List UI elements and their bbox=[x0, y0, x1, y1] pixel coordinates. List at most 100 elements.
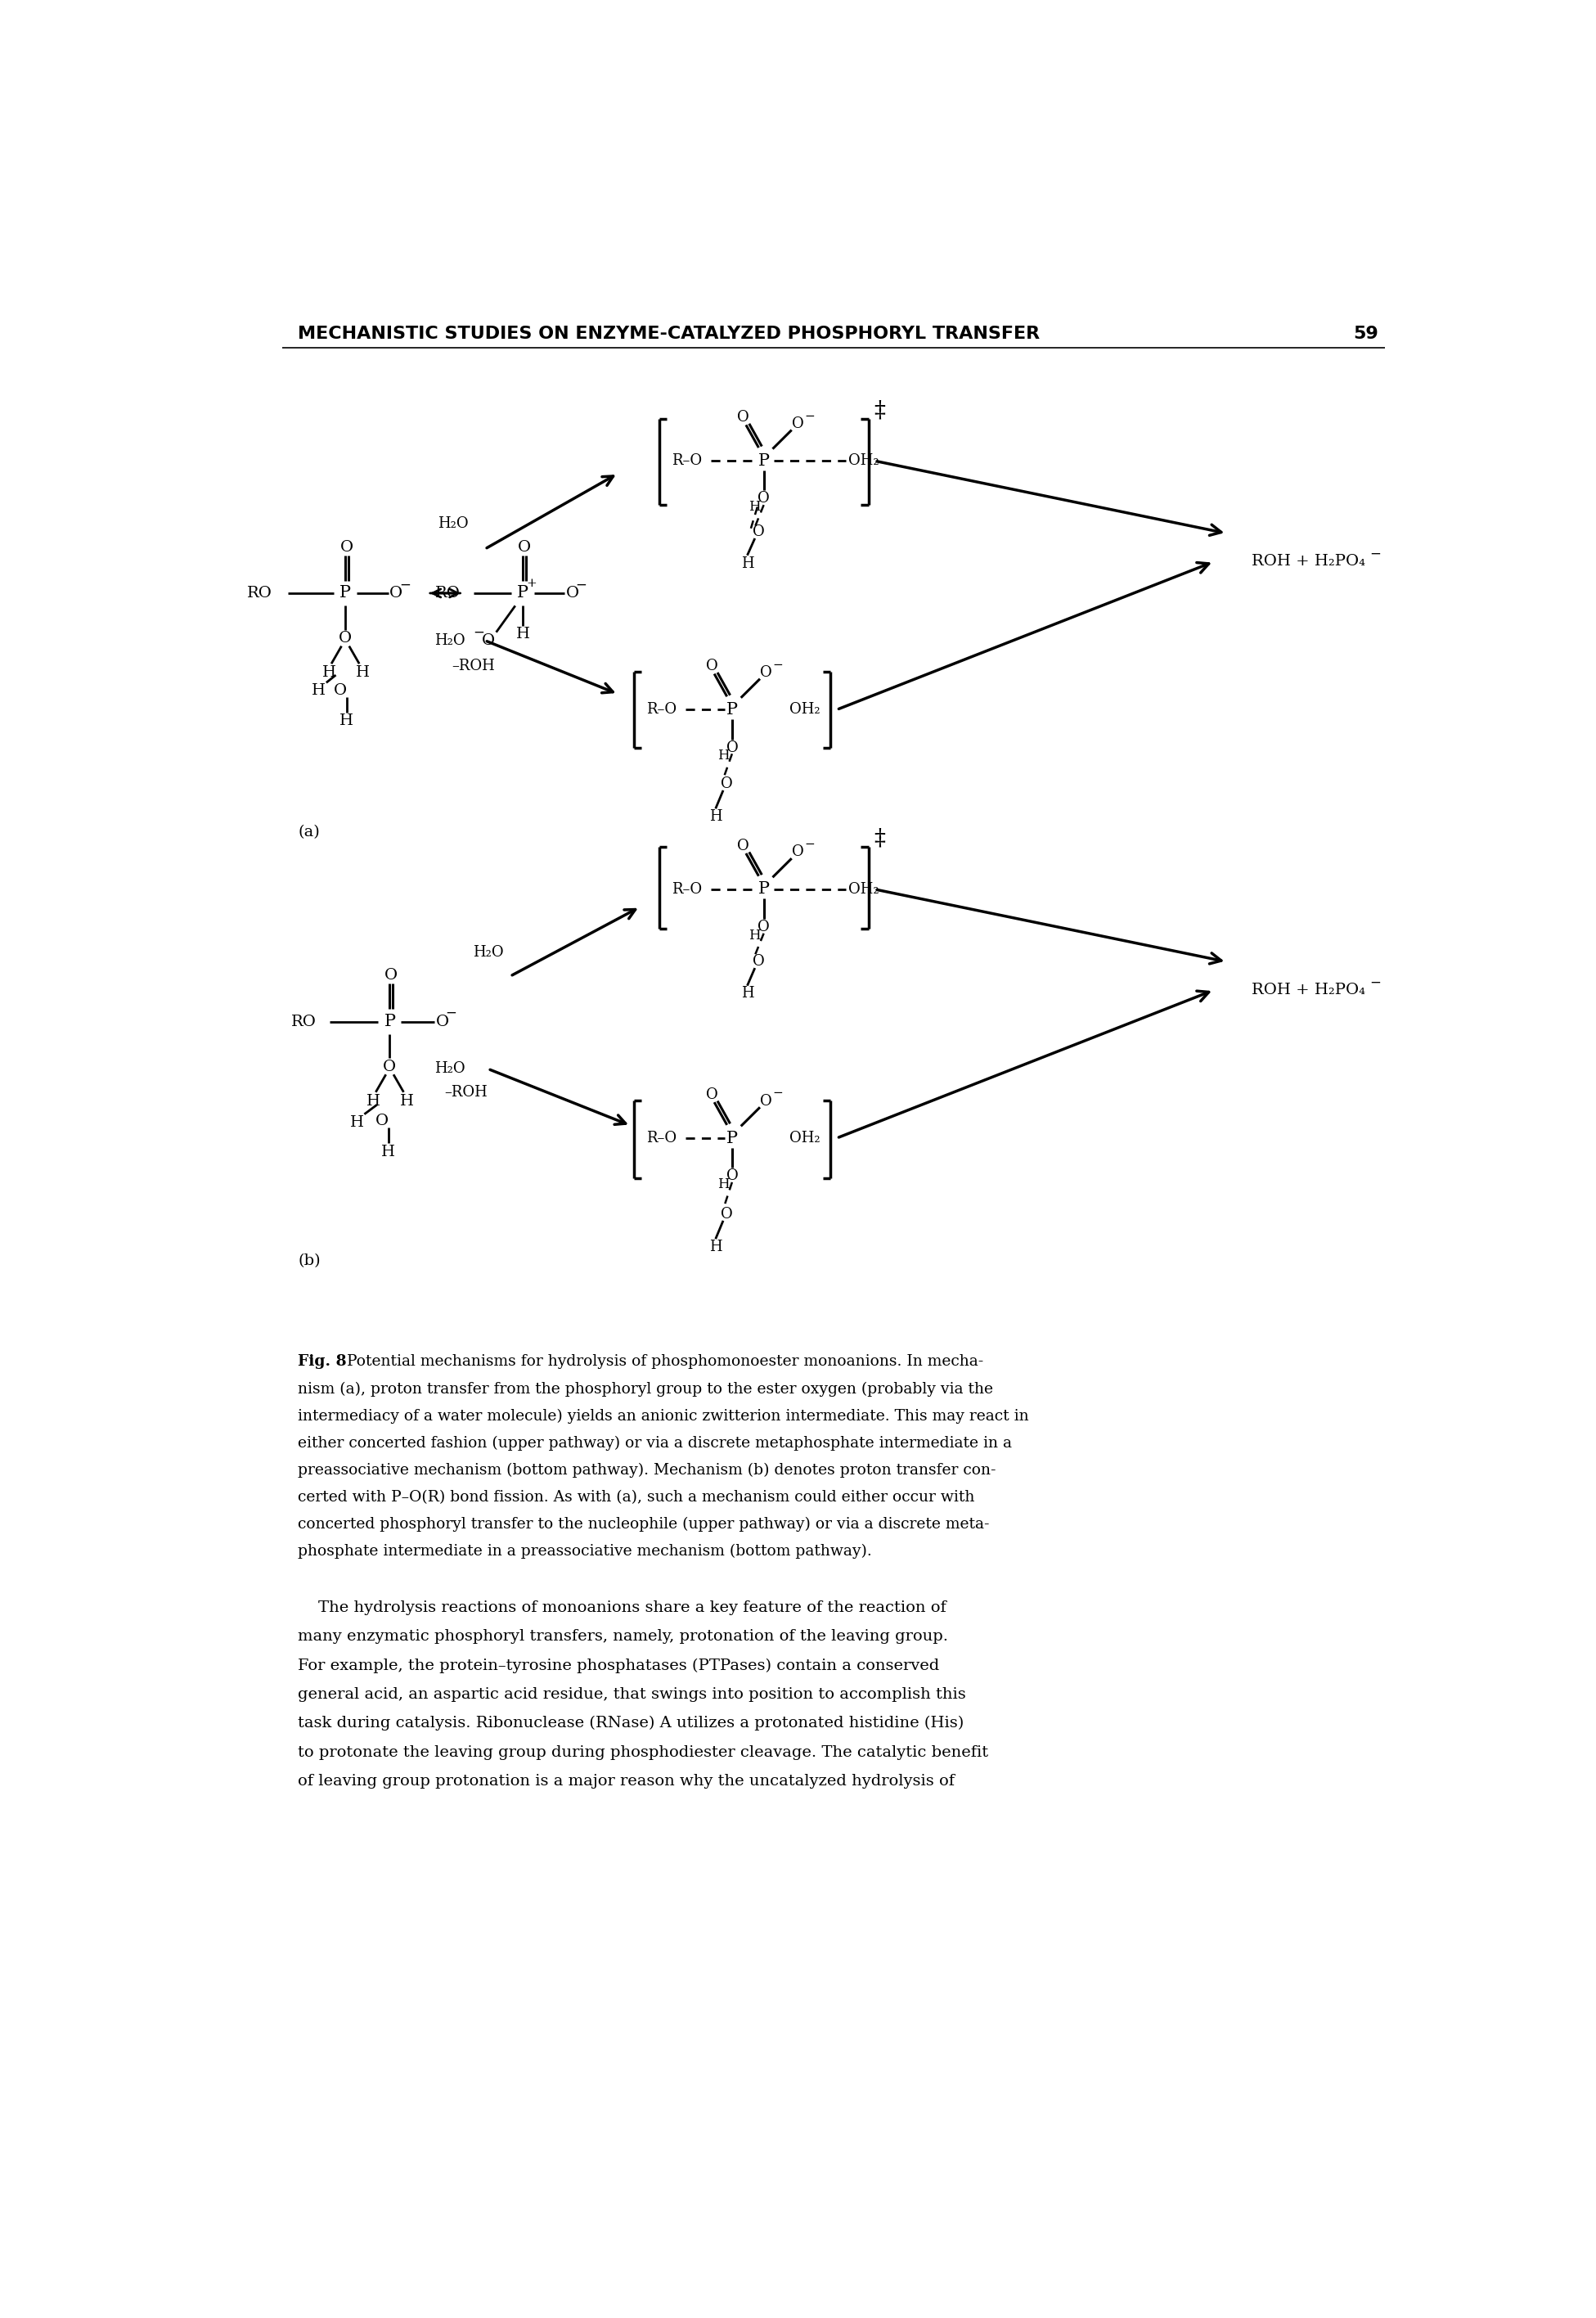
Text: O: O bbox=[753, 955, 764, 969]
Text: O: O bbox=[758, 920, 769, 934]
Text: −: − bbox=[1369, 547, 1381, 561]
Text: P: P bbox=[517, 586, 528, 600]
Text: H: H bbox=[365, 1094, 380, 1108]
Text: intermediacy of a water molecule) yields an anionic zwitterion intermediate. Thi: intermediacy of a water molecule) yields… bbox=[298, 1409, 1029, 1423]
Text: MECHANISTIC STUDIES ON ENZYME-CATALYZED PHOSPHORYL TRANSFER: MECHANISTIC STUDIES ON ENZYME-CATALYZED … bbox=[298, 325, 1041, 341]
Text: either concerted fashion (upper pathway) or via a discrete metaphosphate interme: either concerted fashion (upper pathway)… bbox=[298, 1435, 1012, 1451]
Text: H: H bbox=[717, 749, 729, 763]
Text: The hydrolysis reactions of monoanions share a key feature of the reaction of: The hydrolysis reactions of monoanions s… bbox=[298, 1599, 946, 1616]
Text: −: − bbox=[772, 1087, 784, 1099]
Text: ROH + H₂PO₄: ROH + H₂PO₄ bbox=[1251, 554, 1366, 568]
Text: Fig. 8: Fig. 8 bbox=[298, 1354, 346, 1370]
Text: –ROH: –ROH bbox=[444, 1085, 487, 1099]
Text: OH₂: OH₂ bbox=[790, 1131, 820, 1145]
Text: O: O bbox=[389, 586, 402, 600]
Text: of leaving group protonation is a major reason why the uncatalyzed hydrolysis of: of leaving group protonation is a major … bbox=[298, 1773, 954, 1789]
Text: P: P bbox=[726, 702, 737, 719]
Text: to protonate the leaving group during phosphodiester cleavage. The catalytic ben: to protonate the leaving group during ph… bbox=[298, 1745, 988, 1759]
Text: certed with P–O(R) bond fission. As with (a), such a mechanism could either occu: certed with P–O(R) bond fission. As with… bbox=[298, 1490, 975, 1504]
Text: H: H bbox=[709, 809, 721, 825]
Text: H₂O: H₂O bbox=[434, 1062, 466, 1076]
Text: preassociative mechanism (bottom pathway). Mechanism (b) denotes proton transfer: preassociative mechanism (bottom pathway… bbox=[298, 1463, 996, 1477]
Text: −: − bbox=[772, 658, 784, 670]
Text: H₂O: H₂O bbox=[472, 946, 503, 960]
Text: Potential mechanisms for hydrolysis of phosphomonoester monoanions. In mecha-: Potential mechanisms for hydrolysis of p… bbox=[337, 1354, 983, 1370]
Text: O: O bbox=[565, 586, 579, 600]
Text: H: H bbox=[749, 927, 761, 941]
Text: −: − bbox=[399, 577, 410, 591]
Text: H: H bbox=[741, 556, 753, 570]
Text: H: H bbox=[311, 684, 326, 698]
Text: H₂O: H₂O bbox=[434, 633, 466, 647]
Text: H: H bbox=[401, 1094, 413, 1108]
Text: OH₂: OH₂ bbox=[849, 454, 879, 468]
Text: +: + bbox=[527, 577, 536, 589]
Text: O: O bbox=[726, 739, 737, 756]
Text: 59: 59 bbox=[1353, 325, 1379, 341]
Text: O: O bbox=[482, 633, 495, 647]
Text: O: O bbox=[758, 491, 769, 505]
Text: −: − bbox=[445, 1006, 456, 1020]
Text: O: O bbox=[726, 1168, 737, 1182]
Text: −: − bbox=[1369, 976, 1381, 990]
Text: –ROH: –ROH bbox=[452, 658, 495, 672]
Text: H: H bbox=[350, 1115, 364, 1129]
Text: (a): (a) bbox=[298, 825, 319, 839]
Text: R–O: R–O bbox=[672, 881, 702, 897]
Text: O: O bbox=[760, 665, 772, 679]
Text: P: P bbox=[385, 1013, 396, 1029]
Text: O: O bbox=[340, 540, 353, 554]
Text: H: H bbox=[381, 1145, 396, 1159]
Text: H: H bbox=[717, 1178, 729, 1191]
Text: O: O bbox=[385, 969, 397, 983]
Text: R–O: R–O bbox=[672, 454, 702, 468]
Text: H: H bbox=[356, 665, 369, 679]
Text: O: O bbox=[705, 658, 718, 675]
Text: −: − bbox=[576, 577, 587, 591]
Text: O: O bbox=[334, 684, 346, 698]
Text: P: P bbox=[758, 452, 769, 468]
Text: ‡: ‡ bbox=[875, 828, 886, 851]
Text: H: H bbox=[741, 985, 753, 1001]
Text: phosphate intermediate in a preassociative mechanism (bottom pathway).: phosphate intermediate in a preassociati… bbox=[298, 1544, 871, 1560]
Text: ‡: ‡ bbox=[875, 399, 886, 422]
Text: many enzymatic phosphoryl transfers, namely, protonation of the leaving group.: many enzymatic phosphoryl transfers, nam… bbox=[298, 1630, 948, 1643]
Text: O: O bbox=[721, 777, 733, 790]
Text: O: O bbox=[792, 844, 804, 860]
Text: −: − bbox=[804, 410, 814, 422]
Text: H: H bbox=[709, 1240, 721, 1254]
Text: H₂O: H₂O bbox=[437, 517, 469, 531]
Text: R–O: R–O bbox=[646, 702, 677, 716]
Text: O: O bbox=[338, 630, 351, 647]
Text: H: H bbox=[322, 665, 335, 679]
Text: O: O bbox=[760, 1094, 772, 1108]
Text: RO: RO bbox=[436, 586, 461, 600]
Text: P: P bbox=[340, 586, 351, 600]
Text: (b): (b) bbox=[298, 1254, 321, 1268]
Text: O: O bbox=[753, 524, 764, 540]
Text: RO: RO bbox=[292, 1015, 316, 1029]
Text: P: P bbox=[726, 1131, 737, 1145]
Text: RO: RO bbox=[247, 586, 273, 600]
Text: O: O bbox=[792, 417, 804, 431]
Text: O: O bbox=[737, 839, 750, 853]
Text: O: O bbox=[375, 1113, 389, 1129]
Text: ROH + H₂PO₄: ROH + H₂PO₄ bbox=[1251, 983, 1366, 997]
Text: task during catalysis. Ribonuclease (RNase) A utilizes a protonated histidine (H: task during catalysis. Ribonuclease (RNa… bbox=[298, 1715, 964, 1732]
Text: H: H bbox=[516, 626, 530, 642]
Text: O: O bbox=[737, 410, 750, 424]
Text: O: O bbox=[721, 1208, 733, 1222]
Text: O: O bbox=[436, 1015, 448, 1029]
Text: R–O: R–O bbox=[646, 1131, 677, 1145]
Text: OH₂: OH₂ bbox=[849, 881, 879, 897]
Text: nism (a), proton transfer from the phosphoryl group to the ester oxygen (probabl: nism (a), proton transfer from the phosp… bbox=[298, 1382, 993, 1395]
Text: H: H bbox=[340, 714, 354, 728]
Text: −: − bbox=[804, 839, 814, 851]
Text: O: O bbox=[383, 1059, 396, 1073]
Text: H: H bbox=[749, 501, 761, 515]
Text: −: − bbox=[472, 626, 484, 640]
Text: O: O bbox=[705, 1087, 718, 1101]
Text: general acid, an aspartic acid residue, that swings into position to accomplish : general acid, an aspartic acid residue, … bbox=[298, 1688, 966, 1701]
Text: OH₂: OH₂ bbox=[790, 702, 820, 716]
Text: O: O bbox=[517, 540, 531, 554]
